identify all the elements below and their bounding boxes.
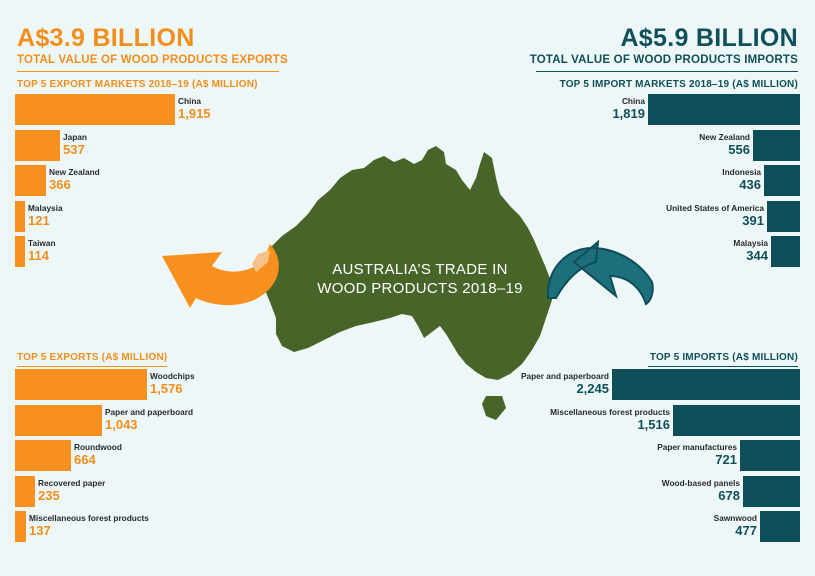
- category-label: China: [178, 96, 202, 106]
- category-label: United States of America: [666, 203, 764, 213]
- category-label: New Zealand: [49, 167, 100, 177]
- export-products-rule: [17, 366, 167, 367]
- bar-2: [15, 405, 102, 436]
- value-label: 556: [728, 142, 750, 158]
- bar-4: [767, 201, 800, 232]
- bar-label-1: Paper and paperboard 2,245: [520, 371, 609, 397]
- bar-label-3: Paper manufactures 721: [657, 442, 737, 468]
- value-label: 2,245: [576, 381, 609, 397]
- tasmania: [482, 396, 506, 420]
- value-label: 114: [28, 248, 49, 264]
- value-label: 1,819: [612, 106, 645, 122]
- bar-5: [15, 511, 26, 542]
- bar-2: [753, 130, 800, 161]
- category-label: Paper and paperboard: [520, 371, 609, 381]
- bar-4: [15, 201, 25, 232]
- bar-label-4: Wood-based panels 678: [661, 478, 740, 504]
- bar-3: [740, 440, 800, 471]
- map-title: AUSTRALIA’S TRADE IN WOOD PRODUCTS 2018–…: [317, 261, 523, 297]
- category-label: Woodchips: [150, 371, 195, 381]
- import-products-title: TOP 5 IMPORTS (A$ MILLION): [649, 352, 798, 363]
- bar-1: [612, 369, 800, 400]
- value-label: 344: [746, 248, 768, 264]
- bar-label-1: China 1,819: [612, 96, 645, 122]
- value-label: 477: [735, 523, 757, 539]
- bar-1: [15, 94, 175, 125]
- bar-label-5: Malaysia 344: [733, 238, 768, 264]
- bar-label-2: Paper and paperboard 1,043: [105, 407, 194, 433]
- import-products-rule: [648, 366, 798, 367]
- category-label: China: [621, 96, 645, 106]
- import-rule: [536, 71, 798, 72]
- export-products-title: TOP 5 EXPORTS (A$ MILLION): [17, 352, 168, 363]
- bar-2: [673, 405, 800, 436]
- value-label: 137: [29, 523, 51, 539]
- bar-4: [743, 476, 800, 507]
- value-label: 121: [28, 213, 50, 229]
- bar-label-2: New Zealand 556: [699, 132, 750, 158]
- bar-5: [15, 236, 25, 267]
- category-label: New Zealand: [699, 132, 750, 142]
- import-arrow-icon: [546, 239, 654, 306]
- bar-1: [15, 369, 147, 400]
- bar-3: [15, 440, 71, 471]
- bar-3: [15, 165, 46, 196]
- category-label: Taiwan: [28, 238, 56, 248]
- value-label: 1,516: [637, 417, 670, 433]
- bar-label-4: Malaysia 121: [28, 203, 63, 229]
- category-label: Miscellaneous forest products: [29, 513, 149, 523]
- bar-label-1: China 1,915: [178, 96, 211, 122]
- value-label: 366: [49, 177, 71, 193]
- export-arrow-icon: [162, 244, 279, 308]
- bar-5: [760, 511, 800, 542]
- bar-label-5: Sawnwood 477: [713, 513, 757, 539]
- category-label: Paper manufactures: [657, 442, 737, 452]
- value-label: 436: [739, 177, 761, 193]
- bar-5: [771, 236, 800, 267]
- bar-label-4: United States of America 391: [666, 203, 764, 229]
- bar-4: [15, 476, 35, 507]
- category-label: Miscellaneous forest products: [550, 407, 670, 417]
- value-label: 391: [742, 213, 764, 229]
- category-label: Sawnwood: [713, 513, 757, 523]
- category-label: Malaysia: [28, 203, 63, 213]
- bar-3: [764, 165, 800, 196]
- category-label: Roundwood: [74, 442, 122, 452]
- import-subtitle: TOTAL VALUE OF WOOD PRODUCTS IMPORTS: [529, 54, 798, 66]
- bar-label-4: Recovered paper 235: [38, 478, 106, 504]
- bar-2: [15, 130, 60, 161]
- bar-label-1: Woodchips 1,576: [150, 371, 195, 397]
- import-headline: A$5.9 BILLION: [620, 24, 798, 52]
- export-headline: A$3.9 BILLION: [17, 24, 195, 52]
- value-label: 1,915: [178, 106, 211, 122]
- value-label: 721: [715, 452, 737, 468]
- bar-label-5: Miscellaneous forest products 137: [29, 513, 149, 539]
- export-arrow-highlight: [252, 250, 270, 272]
- category-label: Wood-based panels: [661, 478, 740, 488]
- category-label: Malaysia: [733, 238, 768, 248]
- value-label: 678: [718, 488, 740, 504]
- bar-1: [648, 94, 800, 125]
- value-label: 664: [74, 452, 96, 468]
- bar-label-2: Japan 537: [63, 132, 87, 158]
- import-markets-title: TOP 5 IMPORT MARKETS 2018–19 (A$ MILLION…: [559, 79, 798, 90]
- export-markets-title: TOP 5 EXPORT MARKETS 2018–19 (A$ MILLION…: [17, 79, 258, 90]
- australia-mainland: [262, 146, 552, 380]
- value-label: 235: [38, 488, 60, 504]
- export-rule: [17, 71, 279, 72]
- export-subtitle: TOTAL VALUE OF WOOD PRODUCTS EXPORTS: [17, 54, 288, 66]
- bar-label-2: Miscellaneous forest products 1,516: [550, 407, 670, 433]
- value-label: 537: [63, 142, 85, 158]
- category-label: Paper and paperboard: [105, 407, 194, 417]
- category-label: Japan: [63, 132, 87, 142]
- bar-label-3: Indonesia 436: [722, 167, 761, 193]
- bar-label-3: New Zealand 366: [49, 167, 100, 193]
- category-label: Recovered paper: [38, 478, 106, 488]
- value-label: 1,043: [105, 417, 138, 433]
- bar-label-3: Roundwood 664: [74, 442, 122, 468]
- bar-label-5: Taiwan 114: [28, 238, 56, 264]
- category-label: Indonesia: [722, 167, 761, 177]
- value-label: 1,576: [150, 381, 183, 397]
